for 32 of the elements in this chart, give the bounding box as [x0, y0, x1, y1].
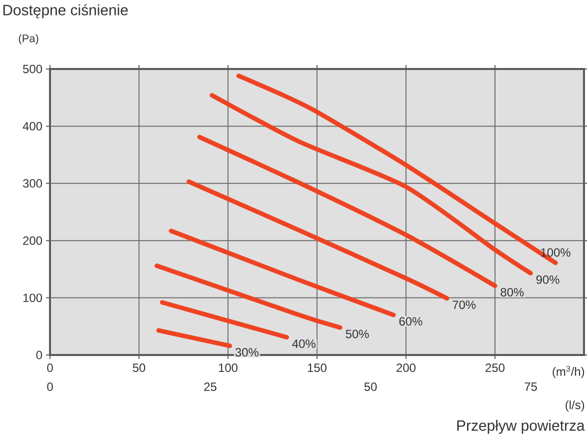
x-axis-title: (m$^{3}$/h): [552, 366, 584, 378]
chart-title: Dostępne ciśnienie: [3, 4, 128, 18]
series-label: 100%: [541, 248, 570, 257]
text: Przepływ powietrza: [457, 420, 585, 434]
series-label: 50%: [346, 330, 369, 338]
y-tick-label: 0: [36, 350, 42, 360]
x-tick-label: 200: [396, 364, 416, 372]
x-tick-label: 250: [486, 364, 505, 372]
series-label: 40%: [292, 339, 316, 348]
y-tick-label: 100: [23, 294, 42, 302]
line-series: [197, 134, 498, 288]
series-label: 80%: [500, 288, 524, 296]
x2-tick-label: 0: [47, 382, 53, 391]
y-tick-label: 300: [22, 179, 42, 188]
series-label: 30%: [235, 348, 258, 357]
x-tick-label: 100: [218, 364, 238, 372]
x-tick-label: 50: [132, 364, 146, 372]
series-label: 90%: [536, 275, 560, 284]
x2-tick-label: 25: [204, 382, 216, 391]
line-series: [210, 93, 533, 276]
x-tick-label: 0: [47, 364, 53, 372]
x2-axis-title: (l/s): [566, 400, 584, 412]
y-tick-label: 400: [22, 122, 42, 130]
y-axis-title: (Pa): [18, 34, 38, 44]
series-label: 70%: [452, 300, 476, 310]
x2-tick-label: 75: [524, 382, 537, 391]
y-tick-label: 200: [23, 236, 42, 245]
series-label: 60%: [399, 317, 422, 326]
line-series: [186, 179, 450, 301]
y-tick-label: 500: [23, 64, 42, 74]
x2-tick-label: 50: [364, 382, 377, 391]
x-tick-label: 150: [308, 364, 327, 372]
